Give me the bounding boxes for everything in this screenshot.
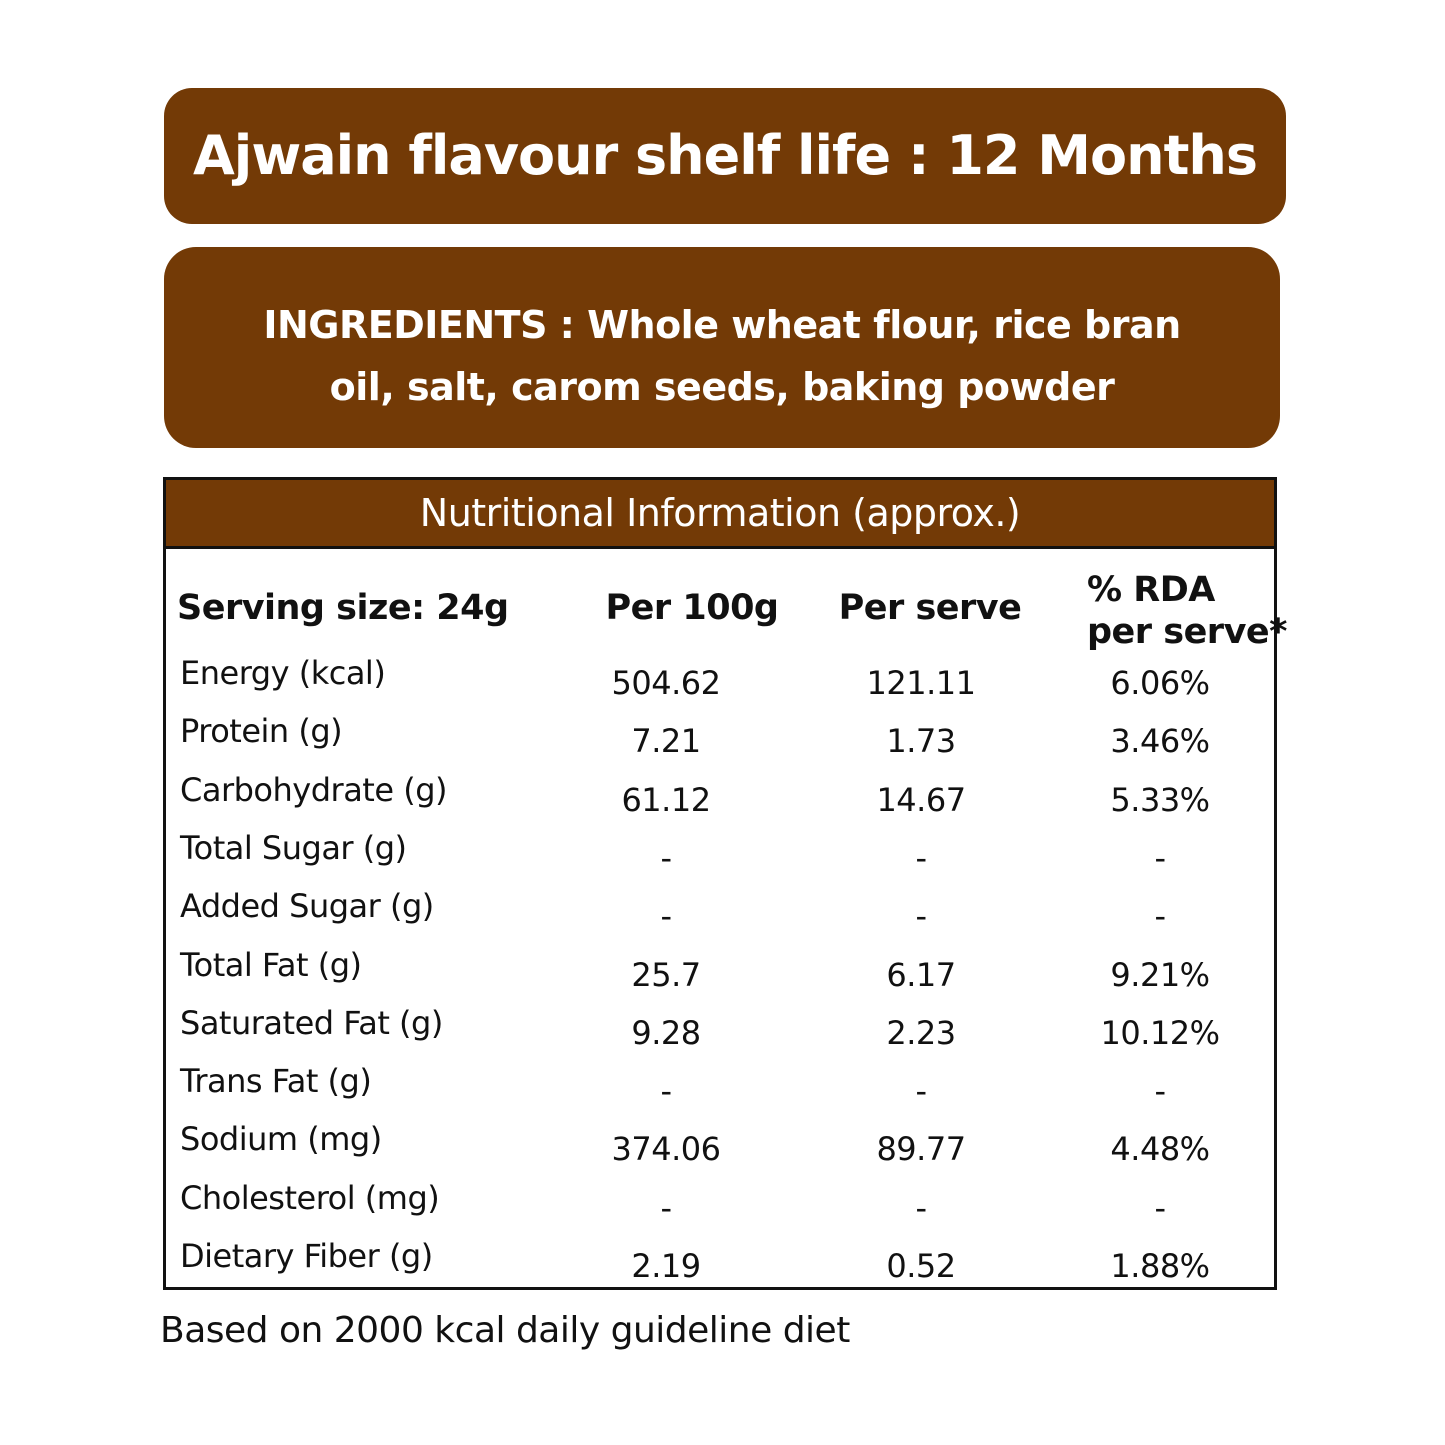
nutrient-value: 504.62 [611,664,721,702]
nutrient-value: 10.12% [1100,1013,1220,1052]
column-header: Per serve [838,588,1022,628]
nutrient-name: Total Sugar (g) [180,828,407,867]
column-header: per serve* [1087,612,1287,652]
nutrient-value: - [660,897,672,936]
nutrient-value: 89.77 [876,1130,966,1169]
nutrient-value: 3.46% [1110,722,1210,761]
nutrient-value: 0.52 [886,1247,956,1285]
nutrient-value: 9.28 [631,1013,701,1052]
nutrient-name: Energy (kcal) [180,654,386,692]
ingredients-line: oil, salt, carom seeds, baking powder [329,365,1115,409]
footnote: Based on 2000 kcal daily guideline diet [160,1310,850,1351]
nutrient-name: Sodium (mg) [180,1120,382,1159]
nutrient-name: Carbohydrate (g) [180,770,447,809]
nutrient-value: - [915,897,927,936]
nutrient-name: Saturated Fat (g) [180,1003,443,1042]
nutrient-value: 374.06 [611,1130,721,1169]
nutrient-value: 1.73 [886,722,956,761]
nutrient-value: - [660,838,672,877]
nutrient-value: - [915,838,927,877]
column-header: Serving size: 24g [177,588,509,628]
nutrient-value: - [915,1188,927,1227]
nutrient-value: 9.21% [1110,955,1210,994]
nutrient-value: 4.48% [1110,1130,1210,1169]
nutrient-value: - [660,1072,672,1111]
nutrient-value: 5.33% [1110,780,1210,819]
ingredients-box: INGREDIENTS : Whole wheat flour, rice br… [164,247,1280,448]
nutrient-name: Added Sugar (g) [180,887,434,926]
column-header: % RDA [1087,570,1215,610]
nutrient-value: 121.11 [866,664,976,702]
nutrient-value: - [1154,1072,1166,1111]
nutrient-value: - [915,1072,927,1111]
nutrient-name: Protein (g) [180,712,343,751]
nutrient-value: - [1154,838,1166,877]
nutrient-value: 6.17 [886,955,956,994]
nutrient-value: - [1154,1188,1166,1227]
nutrient-name: Trans Fat (g) [180,1062,372,1101]
column-header: Per 100g [605,588,779,628]
nutrient-name: Dietary Fiber (g) [180,1237,433,1275]
nutrient-value: 25.7 [631,955,701,994]
table-title: Nutritional Information (approx.) [166,480,1274,549]
nutrient-value: 2.19 [631,1247,701,1285]
nutrient-value: 1.88% [1110,1247,1210,1285]
nutrient-value: 6.06% [1110,664,1210,702]
nutrient-value: 2.23 [886,1013,956,1052]
nutrient-value: - [660,1188,672,1227]
nutrient-name: Total Fat (g) [180,945,362,984]
nutrient-value: - [1154,897,1166,936]
shelf-life-banner: Ajwain flavour shelf life : 12 Months [164,88,1286,224]
nutrient-value: 7.21 [631,722,701,761]
nutrient-value: 61.12 [621,780,711,819]
nutrient-name: Cholesterol (mg) [180,1178,440,1217]
ingredients-line: INGREDIENTS : Whole wheat flour, rice br… [263,303,1181,347]
nutrition-table: Nutritional Information (approx.) Servin… [163,477,1287,1290]
nutrient-value: 14.67 [876,780,966,819]
